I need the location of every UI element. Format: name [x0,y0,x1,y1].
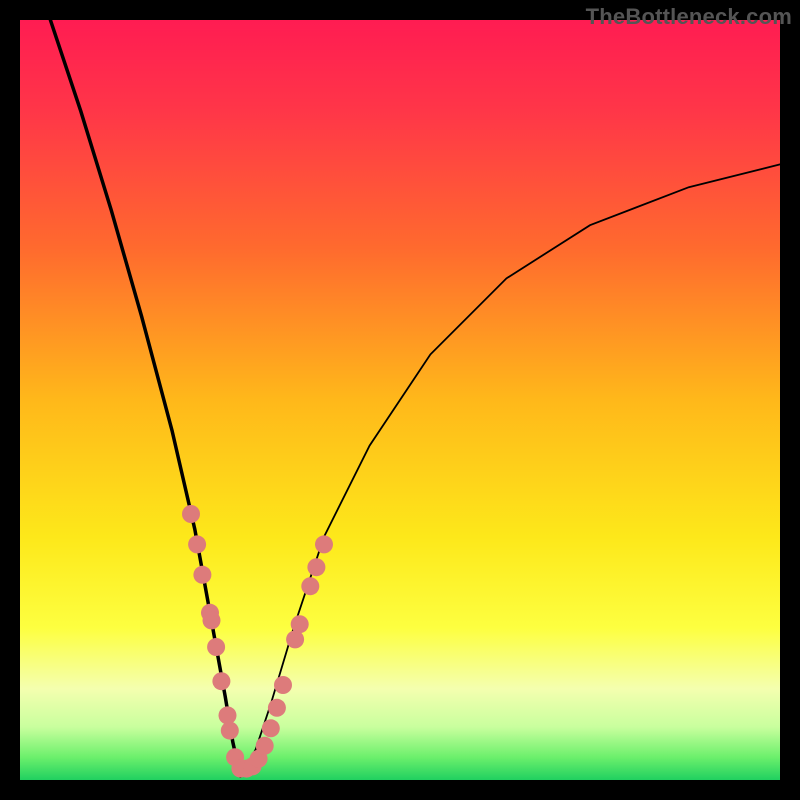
data-marker [221,722,239,740]
data-marker [268,699,286,717]
data-marker [262,719,280,737]
data-marker [182,505,200,523]
data-marker [207,638,225,656]
watermark-text: TheBottleneck.com [586,4,792,30]
data-marker [203,611,221,629]
data-marker [291,615,309,633]
bottleneck-chart [0,0,800,800]
chart-frame: TheBottleneck.com [0,0,800,800]
data-marker [286,630,304,648]
data-marker [274,676,292,694]
data-marker [188,535,206,553]
data-marker [256,737,274,755]
data-marker [301,577,319,595]
data-marker [193,566,211,584]
data-marker [212,672,230,690]
data-marker [307,558,325,576]
data-marker [219,706,237,724]
data-marker [315,535,333,553]
